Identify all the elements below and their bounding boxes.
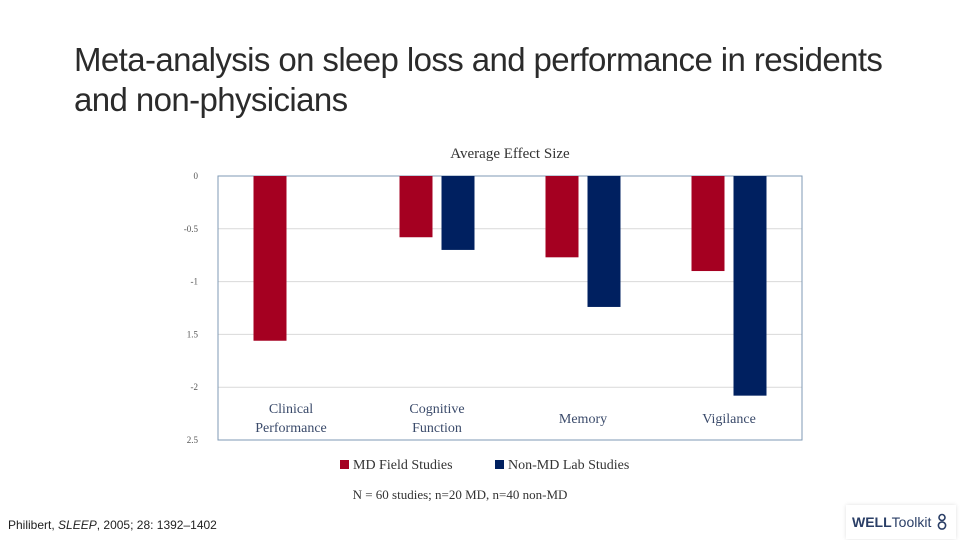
chart-note: N = 60 studies; n=20 MD, n=40 non-MD	[353, 487, 568, 502]
y-tick-label: 2.5	[187, 435, 199, 445]
citation-journal: SLEEP	[58, 518, 97, 532]
citation-details: , 2005; 28: 1392–1402	[96, 518, 217, 532]
category-label: Function	[412, 421, 462, 436]
bar-md-field-studies-0	[253, 176, 287, 341]
legend-label: Non-MD Lab Studies	[508, 458, 629, 473]
chart-title: Average Effect Size	[450, 146, 570, 162]
bar-chart-svg: Average Effect Size 0 -0.5 -1 1.5 -2 2.5 Clinic…	[184, 146, 803, 502]
bar-md-field-studies-3	[691, 176, 725, 272]
y-tick-label: -1	[191, 277, 199, 287]
bar-non-md-lab-studies-2	[587, 176, 621, 307]
bar-md-field-studies-2	[545, 176, 579, 258]
legend-label: MD Field Studies	[353, 458, 453, 473]
brand-logo: WELL Toolkit	[846, 505, 956, 539]
bar-non-md-lab-studies-1	[441, 176, 475, 250]
bar-non-md-lab-studies-3	[733, 176, 767, 396]
category-label: Vigilance	[702, 412, 756, 427]
legend-swatch	[495, 460, 504, 469]
stethoscope-icon	[937, 513, 947, 530]
brand-name-bold: WELL	[852, 514, 892, 530]
y-tick-label: -2	[191, 382, 199, 392]
category-label: Memory	[559, 412, 607, 427]
brand-name-rest: Toolkit	[891, 514, 932, 530]
y-tick-label: 1.5	[187, 329, 199, 339]
category-label: Cognitive	[409, 402, 464, 417]
category-label: Performance	[255, 421, 327, 436]
slide-title: Meta-analysis on sleep loss and performa…	[74, 41, 883, 118]
y-tick-label: -0.5	[184, 224, 199, 234]
citation-author: Philibert,	[8, 518, 55, 532]
citation: Philibert, SLEEP, 2005; 28: 1392–1402	[8, 518, 217, 532]
bar-md-field-studies-1	[399, 176, 433, 238]
chart: Average Effect Size 0 -0.5 -1 1.5 -2 2.5 Clinic…	[170, 140, 810, 510]
legend-swatch	[340, 460, 349, 469]
plot-border	[217, 175, 803, 441]
y-tick-label: 0	[194, 171, 199, 181]
category-label: Clinical	[269, 402, 313, 417]
